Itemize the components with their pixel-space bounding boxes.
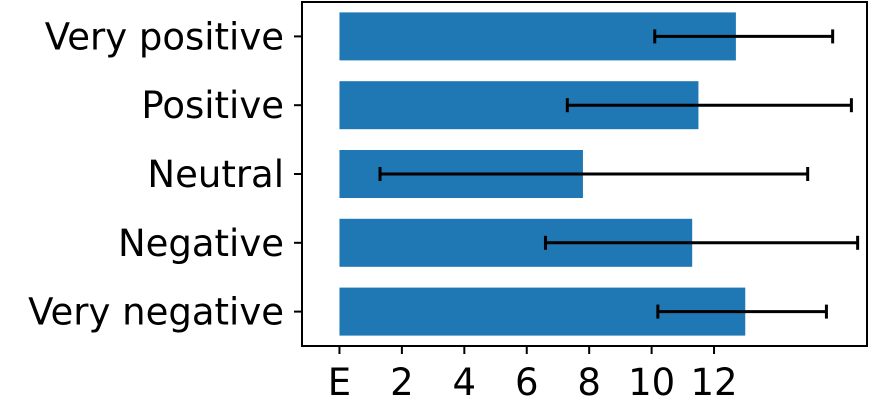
y-tick-label-2: Neutral: [147, 153, 284, 196]
x-axis: E 2 4 6 8 10 12: [328, 346, 738, 404]
x-tick-label-2: 4: [453, 361, 477, 404]
y-tick-label-0: Very negative: [28, 291, 284, 334]
x-tick-label-6: 12: [690, 361, 737, 404]
x-tick-label-4: 8: [577, 361, 601, 404]
y-tick-label-4: Very positive: [45, 15, 284, 58]
x-tick-label-5: 10: [628, 361, 675, 404]
error-bars-layer: [378, 29, 860, 319]
x-tick-label-1: 2: [390, 361, 414, 404]
x-tick-label-3: 6: [515, 361, 539, 404]
y-tick-label-1: Negative: [118, 222, 284, 265]
y-tick-label-3: Positive: [141, 84, 284, 127]
y-axis: Very negative Negative Neutral Positive Very…: [28, 15, 302, 334]
x-tick-label-0: E: [328, 361, 351, 404]
